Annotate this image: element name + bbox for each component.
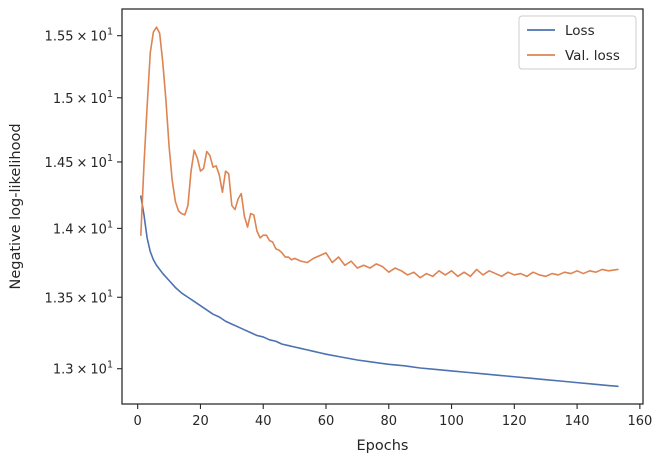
x-tick-label: 60	[318, 414, 335, 429]
y-tick-label: 1.55 × 101	[45, 27, 113, 45]
y-tick-base: 10	[90, 363, 107, 378]
y-tick-times: ×	[77, 363, 88, 378]
x-axis-label: Epochs	[357, 438, 409, 454]
y-tick-mantissa: 1.5	[53, 92, 74, 107]
x-tick-label: 160	[627, 414, 652, 429]
x-tick-label: 40	[255, 414, 272, 429]
y-tick-mantissa: 1.4	[53, 222, 74, 237]
plot-frame	[121, 8, 644, 405]
y-tick-mantissa: 1.35	[45, 291, 74, 306]
series-line-1	[140, 195, 619, 388]
x-tick-label: 100	[439, 414, 464, 429]
series-line-2	[140, 26, 619, 279]
y-tick-label: 1.4 × 101	[53, 219, 113, 237]
legend: Loss Val. loss	[518, 15, 637, 70]
series-layer	[140, 26, 619, 388]
y-tick-exponent: 1	[107, 27, 113, 38]
legend-label-1: Loss	[565, 23, 595, 39]
y-tick-base: 10	[90, 156, 107, 171]
legend-items: Loss Val. loss	[527, 23, 620, 64]
y-tick-exponent: 1	[107, 219, 113, 230]
y-tick-exponent: 1	[107, 153, 113, 164]
y-tick-exponent: 1	[107, 288, 113, 299]
y-tick-times: ×	[77, 291, 88, 306]
y-tick-times: ×	[77, 30, 88, 45]
x-tick-label: 20	[192, 414, 209, 429]
y-tick-times: ×	[77, 222, 88, 237]
y-tick-label: 1.5 × 101	[53, 89, 113, 107]
x-tick-label: 80	[381, 414, 398, 429]
legend-label-2: Val. loss	[565, 48, 620, 64]
x-axis: 0 20 40 60 80 100 120 140 160	[134, 404, 652, 429]
x-tick-label: 120	[502, 414, 527, 429]
y-tick-mantissa: 1.45	[45, 156, 74, 171]
y-tick-base: 10	[90, 92, 107, 107]
y-tick-mantissa: 1.55	[45, 30, 74, 45]
y-axis-label: Negative log-likelihood	[8, 123, 24, 289]
y-tick-times: ×	[77, 92, 88, 107]
plot-area	[121, 8, 644, 405]
y-tick-exponent: 1	[107, 360, 113, 371]
y-tick-mantissa: 1.3	[53, 363, 74, 378]
y-tick-label: 1.3 × 101	[53, 360, 113, 378]
x-tick-label: 0	[134, 414, 142, 429]
y-tick-base: 10	[90, 291, 107, 306]
y-tick-base: 10	[90, 30, 107, 45]
y-tick-base: 10	[90, 222, 107, 237]
y-tick-label: 1.45 × 101	[45, 153, 113, 171]
y-tick-exponent: 1	[107, 89, 113, 100]
y-tick-times: ×	[77, 156, 88, 171]
y-tick-label: 1.35 × 101	[45, 288, 113, 306]
x-tick-label: 140	[565, 414, 590, 429]
